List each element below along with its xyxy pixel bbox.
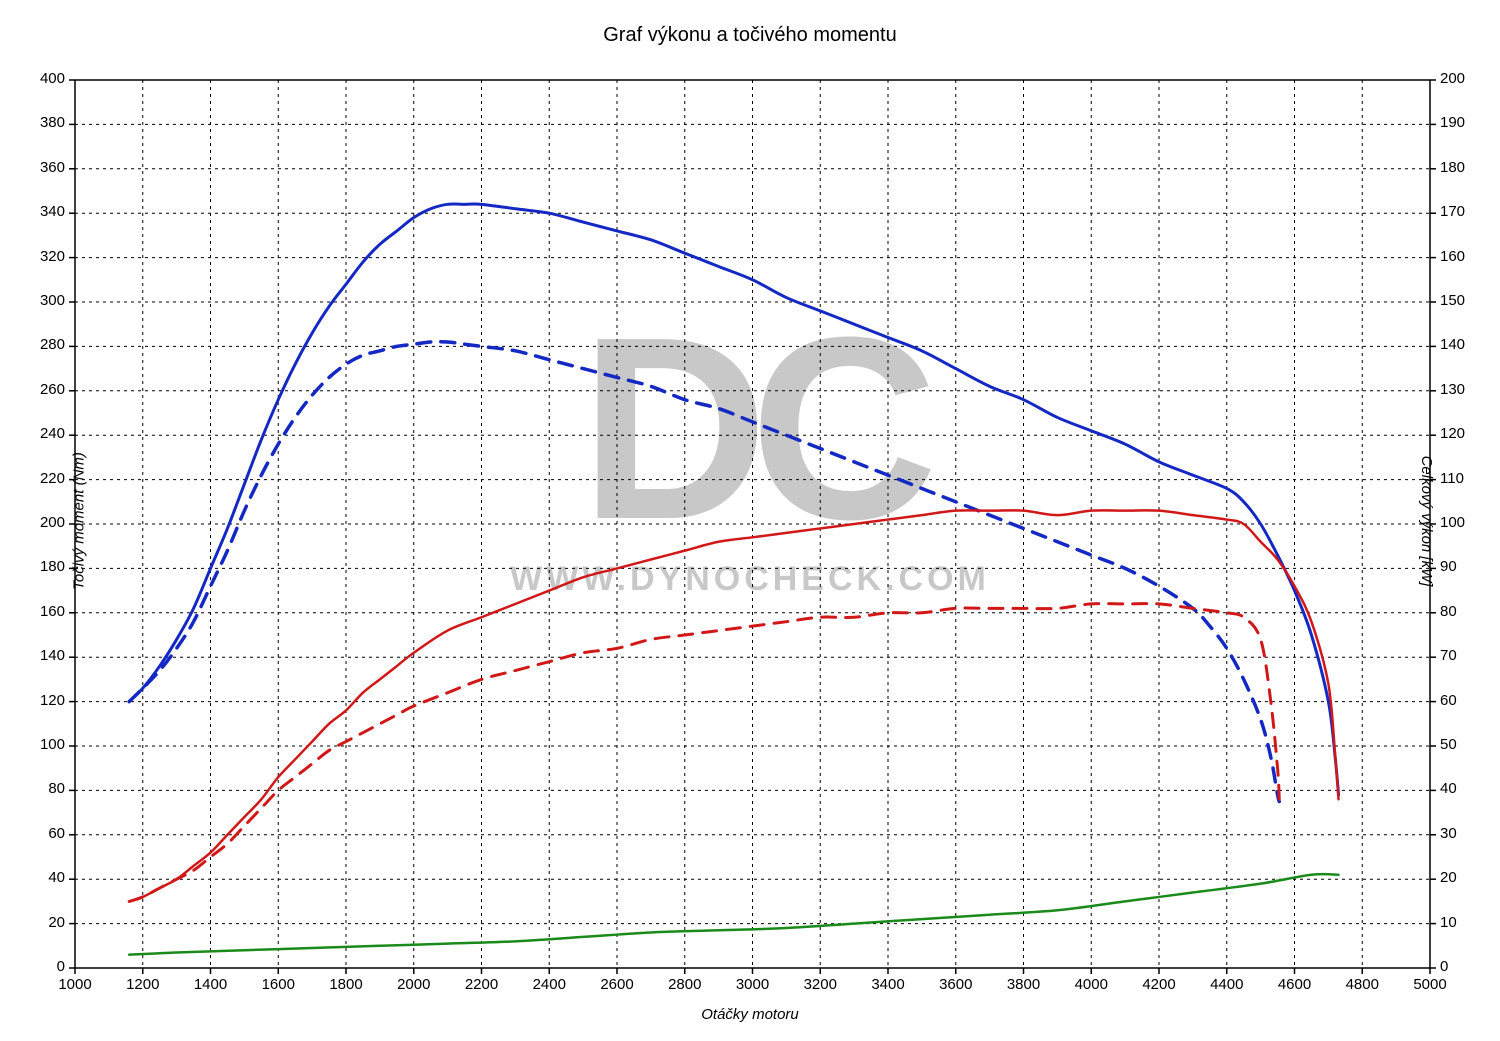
y-right-tick-label: 110 bbox=[1440, 470, 1464, 487]
x-tick-label: 2000 bbox=[397, 976, 430, 993]
x-tick-label: 3200 bbox=[804, 976, 837, 993]
y-right-tick-label: 180 bbox=[1440, 159, 1465, 176]
series-layer bbox=[129, 204, 1338, 955]
y-right-tick-label: 100 bbox=[1440, 514, 1465, 531]
grid-layer bbox=[75, 80, 1430, 968]
y-right-tick-label: 120 bbox=[1440, 425, 1465, 442]
x-tick-label: 2800 bbox=[668, 976, 701, 993]
y-right-tick-label: 0 bbox=[1440, 958, 1448, 975]
y-left-tick-label: 140 bbox=[40, 647, 65, 664]
x-tick-label: 4400 bbox=[1210, 976, 1243, 993]
y-left-tick-label: 200 bbox=[40, 514, 65, 531]
y-right-tick-label: 170 bbox=[1440, 203, 1465, 220]
y-left-tick-label: 320 bbox=[40, 248, 65, 265]
x-tick-label: 3600 bbox=[939, 976, 972, 993]
y-left-axis-label: Točivý moment (Nm) bbox=[70, 452, 87, 590]
y-right-tick-label: 130 bbox=[1440, 381, 1465, 398]
y-left-tick-label: 40 bbox=[48, 869, 65, 886]
y-left-tick-label: 60 bbox=[48, 825, 65, 842]
y-right-tick-label: 90 bbox=[1440, 558, 1457, 575]
x-tick-label: 2200 bbox=[465, 976, 498, 993]
y-right-tick-label: 150 bbox=[1440, 292, 1465, 309]
x-tick-label: 5000 bbox=[1413, 976, 1446, 993]
x-tick-label: 3800 bbox=[1007, 976, 1040, 993]
x-tick-label: 1600 bbox=[262, 976, 295, 993]
y-right-tick-label: 60 bbox=[1440, 692, 1457, 709]
chart-svg bbox=[0, 0, 1500, 1041]
y-left-tick-label: 400 bbox=[40, 70, 65, 87]
y-left-tick-label: 260 bbox=[40, 381, 65, 398]
y-right-tick-label: 50 bbox=[1440, 736, 1457, 753]
chart-container: Graf výkonu a točivého momentu DC WWW.DY… bbox=[0, 0, 1500, 1041]
x-tick-label: 2400 bbox=[533, 976, 566, 993]
y-right-tick-label: 200 bbox=[1440, 70, 1465, 87]
y-right-tick-label: 80 bbox=[1440, 603, 1457, 620]
y-right-tick-label: 20 bbox=[1440, 869, 1457, 886]
x-tick-label: 1200 bbox=[126, 976, 159, 993]
y-left-tick-label: 100 bbox=[40, 736, 65, 753]
x-axis-label: Otáčky motoru bbox=[701, 1006, 799, 1023]
x-tick-label: 1000 bbox=[58, 976, 91, 993]
x-tick-label: 1400 bbox=[194, 976, 227, 993]
x-tick-label: 3000 bbox=[736, 976, 769, 993]
y-right-tick-label: 10 bbox=[1440, 914, 1457, 931]
y-right-tick-label: 70 bbox=[1440, 647, 1457, 664]
y-right-tick-label: 140 bbox=[1440, 336, 1465, 353]
x-tick-label: 4600 bbox=[1278, 976, 1311, 993]
x-tick-label: 2600 bbox=[600, 976, 633, 993]
y-left-tick-label: 80 bbox=[48, 780, 65, 797]
y-right-tick-label: 190 bbox=[1440, 114, 1465, 131]
y-left-tick-label: 340 bbox=[40, 203, 65, 220]
x-tick-label: 3400 bbox=[871, 976, 904, 993]
series-aux-green bbox=[129, 874, 1338, 955]
y-right-axis-label: Celkový výkon [kW] bbox=[1418, 455, 1435, 586]
y-right-tick-label: 30 bbox=[1440, 825, 1457, 842]
y-right-tick-label: 40 bbox=[1440, 780, 1457, 797]
y-left-tick-label: 220 bbox=[40, 470, 65, 487]
series-power-tuned bbox=[129, 510, 1338, 901]
y-left-tick-label: 280 bbox=[40, 336, 65, 353]
y-left-tick-label: 120 bbox=[40, 692, 65, 709]
y-left-tick-label: 300 bbox=[40, 292, 65, 309]
y-right-tick-label: 160 bbox=[1440, 248, 1465, 265]
y-left-tick-label: 380 bbox=[40, 114, 65, 131]
y-left-tick-label: 20 bbox=[48, 914, 65, 931]
x-tick-label: 1800 bbox=[329, 976, 362, 993]
y-left-tick-label: 240 bbox=[40, 425, 65, 442]
x-tick-label: 4800 bbox=[1346, 976, 1379, 993]
y-left-tick-label: 0 bbox=[57, 958, 65, 975]
y-left-tick-label: 160 bbox=[40, 603, 65, 620]
series-torque-stock bbox=[129, 342, 1279, 802]
x-tick-label: 4200 bbox=[1142, 976, 1175, 993]
y-left-tick-label: 360 bbox=[40, 159, 65, 176]
series-torque-tuned bbox=[129, 204, 1338, 795]
x-tick-label: 4000 bbox=[1075, 976, 1108, 993]
y-left-tick-label: 180 bbox=[40, 558, 65, 575]
